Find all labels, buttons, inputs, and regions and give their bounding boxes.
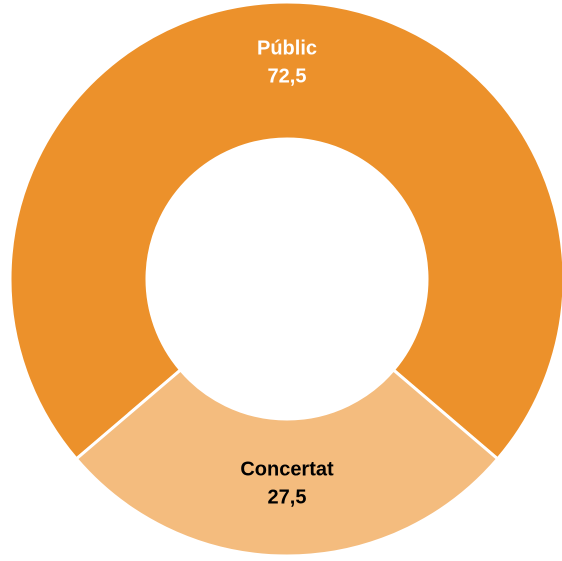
slice-public — [8, 0, 562, 462]
slice-category-label: Concertat — [240, 459, 334, 481]
labels-group: Públic 72,5 Concertat 27,5 — [240, 38, 334, 509]
slice-category-label: Públic — [257, 38, 317, 60]
slices-group — [8, 0, 562, 558]
slice-value-label: 72,5 — [268, 66, 307, 88]
slice-value-label: 27,5 — [268, 487, 307, 509]
slice-concertat — [74, 367, 500, 558]
